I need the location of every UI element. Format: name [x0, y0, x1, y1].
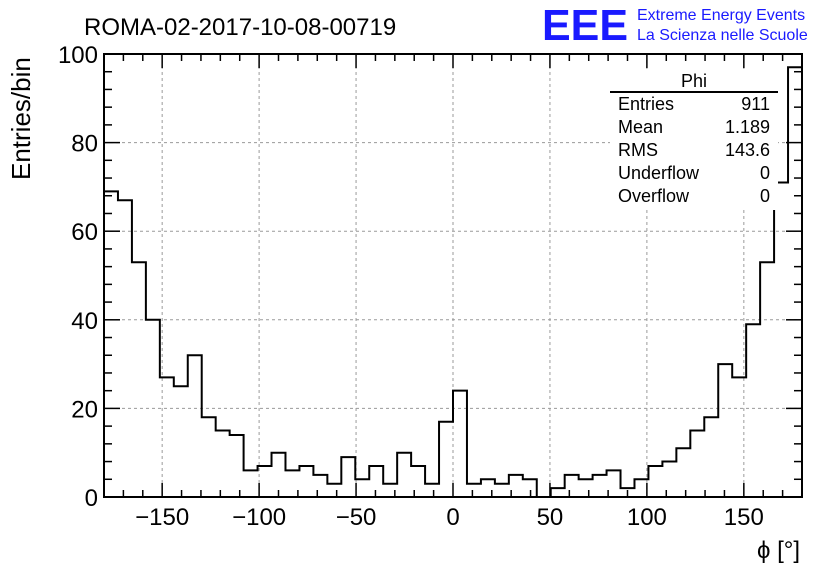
y-tick-label: 60 — [71, 219, 98, 246]
x-tick-label: 0 — [446, 504, 459, 531]
stats-rows: Entries 911 Mean 1.189 RMS 143.6 Underflow 0 Ove… — [618, 94, 770, 206]
tick-labels: −150 −100 −50 0 50 100 150 0 20 40 60 80 100 — [58, 42, 764, 531]
stats-row-label: RMS — [618, 140, 658, 160]
chart-title: ROMA-02-2017-10-08-00719 — [84, 14, 396, 41]
x-tick-label: 150 — [724, 504, 764, 531]
stats-row-value: 911 — [741, 94, 770, 114]
x-tick-label: −150 — [135, 504, 189, 531]
y-tick-label: 20 — [71, 396, 98, 423]
x-tick-label: 50 — [537, 504, 564, 531]
eee-logo: EEE Extreme Energy Events La Scienza nel… — [542, 1, 808, 50]
stats-row-value: 1.189 — [725, 117, 770, 137]
x-tick-label: 100 — [627, 504, 667, 531]
stats-row-label: Underflow — [618, 163, 700, 183]
logo-line-1: Extreme Energy Events — [637, 7, 805, 24]
y-tick-label: 0 — [85, 485, 98, 512]
histogram-outline — [104, 66, 802, 498]
x-tick-label: −50 — [336, 504, 377, 531]
x-axis-label: ϕ [°] — [757, 537, 800, 564]
stats-row-label: Entries — [618, 94, 674, 114]
stats-row-label: Overflow — [618, 186, 690, 206]
stats-row-label: Mean — [618, 117, 663, 137]
logo-line-2: La Scienza nelle Scuole — [637, 27, 808, 44]
stats-row-value: 0 — [760, 163, 770, 183]
y-axis-label: Entries/bin — [6, 57, 36, 180]
stats-name: Phi — [681, 71, 707, 91]
stats-row-value: 0 — [760, 186, 770, 206]
y-tick-label: 100 — [58, 42, 98, 69]
stats-box: Phi Entries 911 Mean 1.189 RMS 143.6 Underflow… — [610, 70, 778, 210]
stats-row-value: 143.6 — [725, 140, 770, 160]
logo-mark: EEE — [542, 1, 628, 50]
histogram-series — [104, 66, 802, 498]
y-tick-label: 40 — [71, 308, 98, 335]
x-tick-label: −100 — [232, 504, 286, 531]
y-tick-label: 80 — [71, 131, 98, 158]
axis-ticks — [103, 53, 803, 498]
